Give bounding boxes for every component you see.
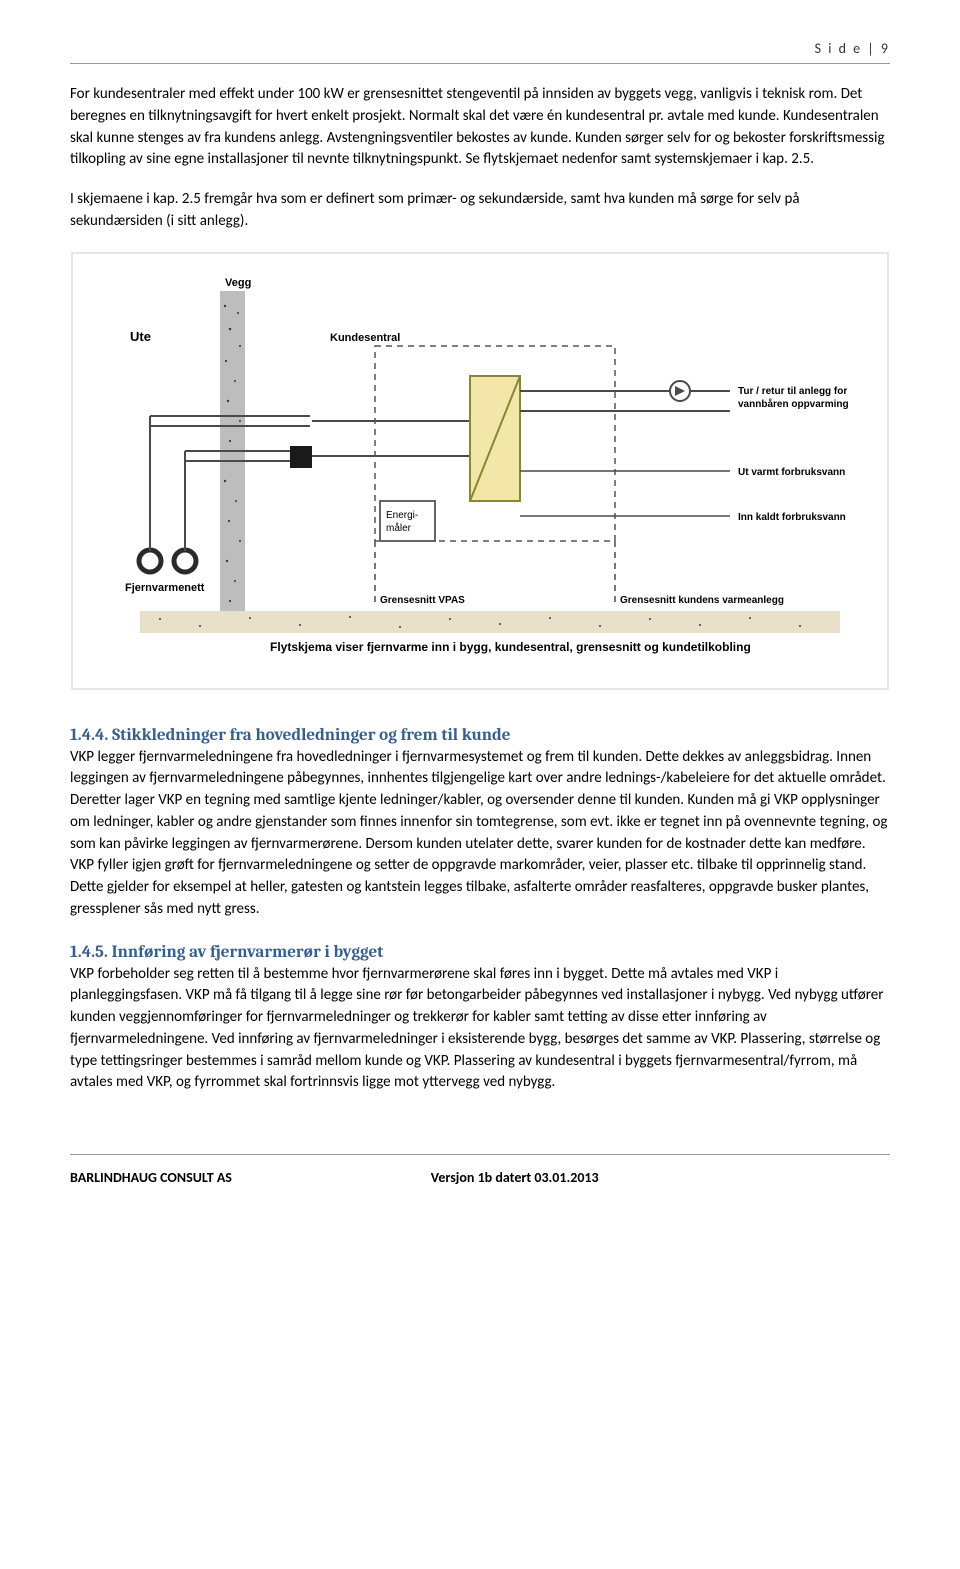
label-vegg: Vegg bbox=[225, 277, 251, 289]
page-footer: BARLINDHAUG CONSULT AS Versjon 1b datert… bbox=[70, 1169, 890, 1186]
page-number: S i d e | 9 bbox=[815, 40, 890, 57]
label-tur-retur-2: vannbåren oppvarming bbox=[738, 398, 849, 410]
heading-title: Stikkledninger fra hovedledninger og fre… bbox=[112, 726, 510, 745]
label-grensesnitt-vpas: Grensesnitt VPAS bbox=[380, 595, 465, 606]
footer-version: Versjon 1b datert 03.01.2013 bbox=[431, 1169, 890, 1186]
diagram-svg: Vegg Ute Fjernvarmenett Kundesent bbox=[70, 251, 890, 691]
footer-company: BARLINDHAUG CONSULT AS bbox=[70, 1169, 431, 1186]
svg-text:Energi-: Energi- bbox=[386, 510, 418, 521]
heading-1-4-4: 1.4.4. Stikkledninger fra hovedledninger… bbox=[70, 726, 890, 745]
svg-text:måler: måler bbox=[386, 522, 412, 534]
label-ut-varmt: Ut varmt forbruksvann bbox=[738, 467, 845, 478]
wall bbox=[220, 291, 245, 621]
section-1-4-4: 1.4.4. Stikkledninger fra hovedledninger… bbox=[70, 726, 890, 921]
label-tur-retur-1: Tur / retur til anlegg for bbox=[738, 386, 847, 397]
body-1-4-4: VKP legger fjernvarmeledningene fra hove… bbox=[70, 747, 890, 921]
label-inn-kaldt: Inn kaldt forbruksvann bbox=[738, 512, 846, 523]
label-ute: Ute bbox=[130, 329, 151, 344]
heading-1-4-5: 1.4.5. Innføring av fjernvarmerør i bygg… bbox=[70, 943, 890, 962]
label-kundesentral: Kundesentral bbox=[330, 332, 400, 344]
body-1-4-5: VKP forbeholder seg retten til å bestemm… bbox=[70, 964, 890, 1095]
heat-exchanger bbox=[470, 376, 520, 501]
intro-para-1: For kundesentraler med effekt under 100 … bbox=[70, 84, 890, 171]
section-1-4-5: 1.4.5. Innføring av fjernvarmerør i bygg… bbox=[70, 943, 890, 1095]
flow-diagram: Vegg Ute Fjernvarmenett Kundesent bbox=[70, 251, 890, 696]
footer-rule bbox=[70, 1154, 890, 1155]
energimaler: Energi- måler bbox=[380, 501, 435, 541]
intro-para-2: I skjemaene i kap. 2.5 fremgår hva som e… bbox=[70, 189, 890, 233]
page-header: S i d e | 9 bbox=[70, 40, 890, 64]
label-grensesnitt-kunde: Grensesnitt kundens varmeanlegg bbox=[620, 595, 784, 606]
floor bbox=[140, 611, 840, 633]
heading-num: 1.4.5. bbox=[70, 943, 108, 962]
heading-title: Innføring av fjernvarmerør i bygget bbox=[112, 943, 384, 962]
label-fjernvarmenett: Fjernvarmenett bbox=[125, 582, 205, 594]
diagram-caption: Flytskjema viser fjernvarme inn i bygg, … bbox=[270, 640, 751, 654]
heading-num: 1.4.4. bbox=[70, 726, 108, 745]
